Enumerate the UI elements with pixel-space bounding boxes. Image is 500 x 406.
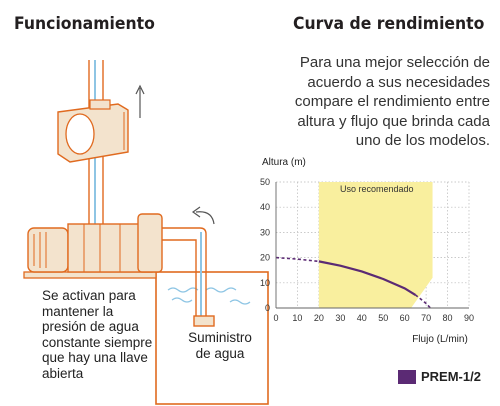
- arrow-up-icon: [135, 84, 145, 118]
- legend-label: PREM-1/2: [421, 369, 481, 384]
- intro-line: altura y flujo que brinda cada: [297, 112, 490, 130]
- x-tick-label: 50: [378, 313, 388, 323]
- legend-swatch: [398, 369, 416, 384]
- y-tick-label: 20: [260, 253, 270, 263]
- intro-line: uno de los modelos.: [355, 132, 490, 149]
- caption-line: mantener la: [42, 303, 114, 319]
- chart-legend: PREM-1/2: [398, 369, 481, 384]
- x-tick-label: 40: [357, 313, 367, 323]
- x-tick-label: 90: [464, 313, 474, 323]
- water-tank: [155, 271, 269, 405]
- recommended-zone-area: [318, 182, 433, 308]
- section-title-operation: Funcionamiento: [14, 14, 155, 34]
- suction-pipe: [162, 227, 215, 327]
- x-tick-label: 30: [335, 313, 345, 323]
- series-line-dashed-start: [275, 256, 319, 263]
- intro-line: acuerdo a sus necesidades: [307, 73, 490, 91]
- caption-line: que hay una llave: [42, 350, 148, 366]
- intro-line: Para una mejor selección de: [299, 54, 490, 71]
- caption-line: presión de agua: [42, 319, 139, 335]
- caption-line: Se activan para: [42, 288, 136, 303]
- y-tick-label: 40: [260, 202, 270, 212]
- section-title-performance-curve: Curva de rendimiento: [293, 14, 485, 34]
- chart-axes: 0 10 20 30 40 50 60 70 80 90 0 10 20 30 40 50 Altura (m)…: [260, 157, 474, 345]
- y-tick-label: 10: [260, 278, 270, 288]
- recommended-zone: Uso recomendado: [318, 182, 433, 308]
- pump-motor: [27, 213, 163, 273]
- x-axis-title: Flujo (L/min): [412, 334, 468, 345]
- y-tick-label: 0: [265, 303, 270, 313]
- supply-line: de agua: [195, 346, 245, 361]
- intro-line: compare el rendimiento entre: [294, 93, 490, 110]
- recommended-zone-label: Uso recomendado: [340, 184, 414, 194]
- chart-series: [275, 256, 431, 309]
- operation-caption: Se activan para mantener la presión de a…: [42, 288, 152, 382]
- x-tick-label: 60: [400, 313, 410, 323]
- x-tick-label: 20: [314, 313, 324, 323]
- y-tick-label: 30: [260, 227, 270, 237]
- series-line-dashed-end: [414, 294, 431, 309]
- x-tick-label: 80: [443, 313, 453, 323]
- arrow-curved-icon: [191, 206, 215, 225]
- pressure-controller: [57, 99, 129, 163]
- y-axis-title: Altura (m): [262, 157, 306, 168]
- intro-paragraph: Para una mejor selección de acuerdo a su…: [262, 53, 490, 151]
- supply-line: Suministro: [188, 330, 252, 345]
- x-tick-label: 10: [292, 313, 302, 323]
- caption-line: constante siempre: [42, 334, 153, 350]
- caption-line: abierta: [42, 365, 84, 381]
- series-line: [318, 260, 416, 296]
- y-tick-label: 50: [260, 177, 270, 187]
- water-supply-label: Suministro de agua: [180, 330, 260, 362]
- x-tick-label: 0: [273, 313, 278, 323]
- x-tick-label: 70: [421, 313, 431, 323]
